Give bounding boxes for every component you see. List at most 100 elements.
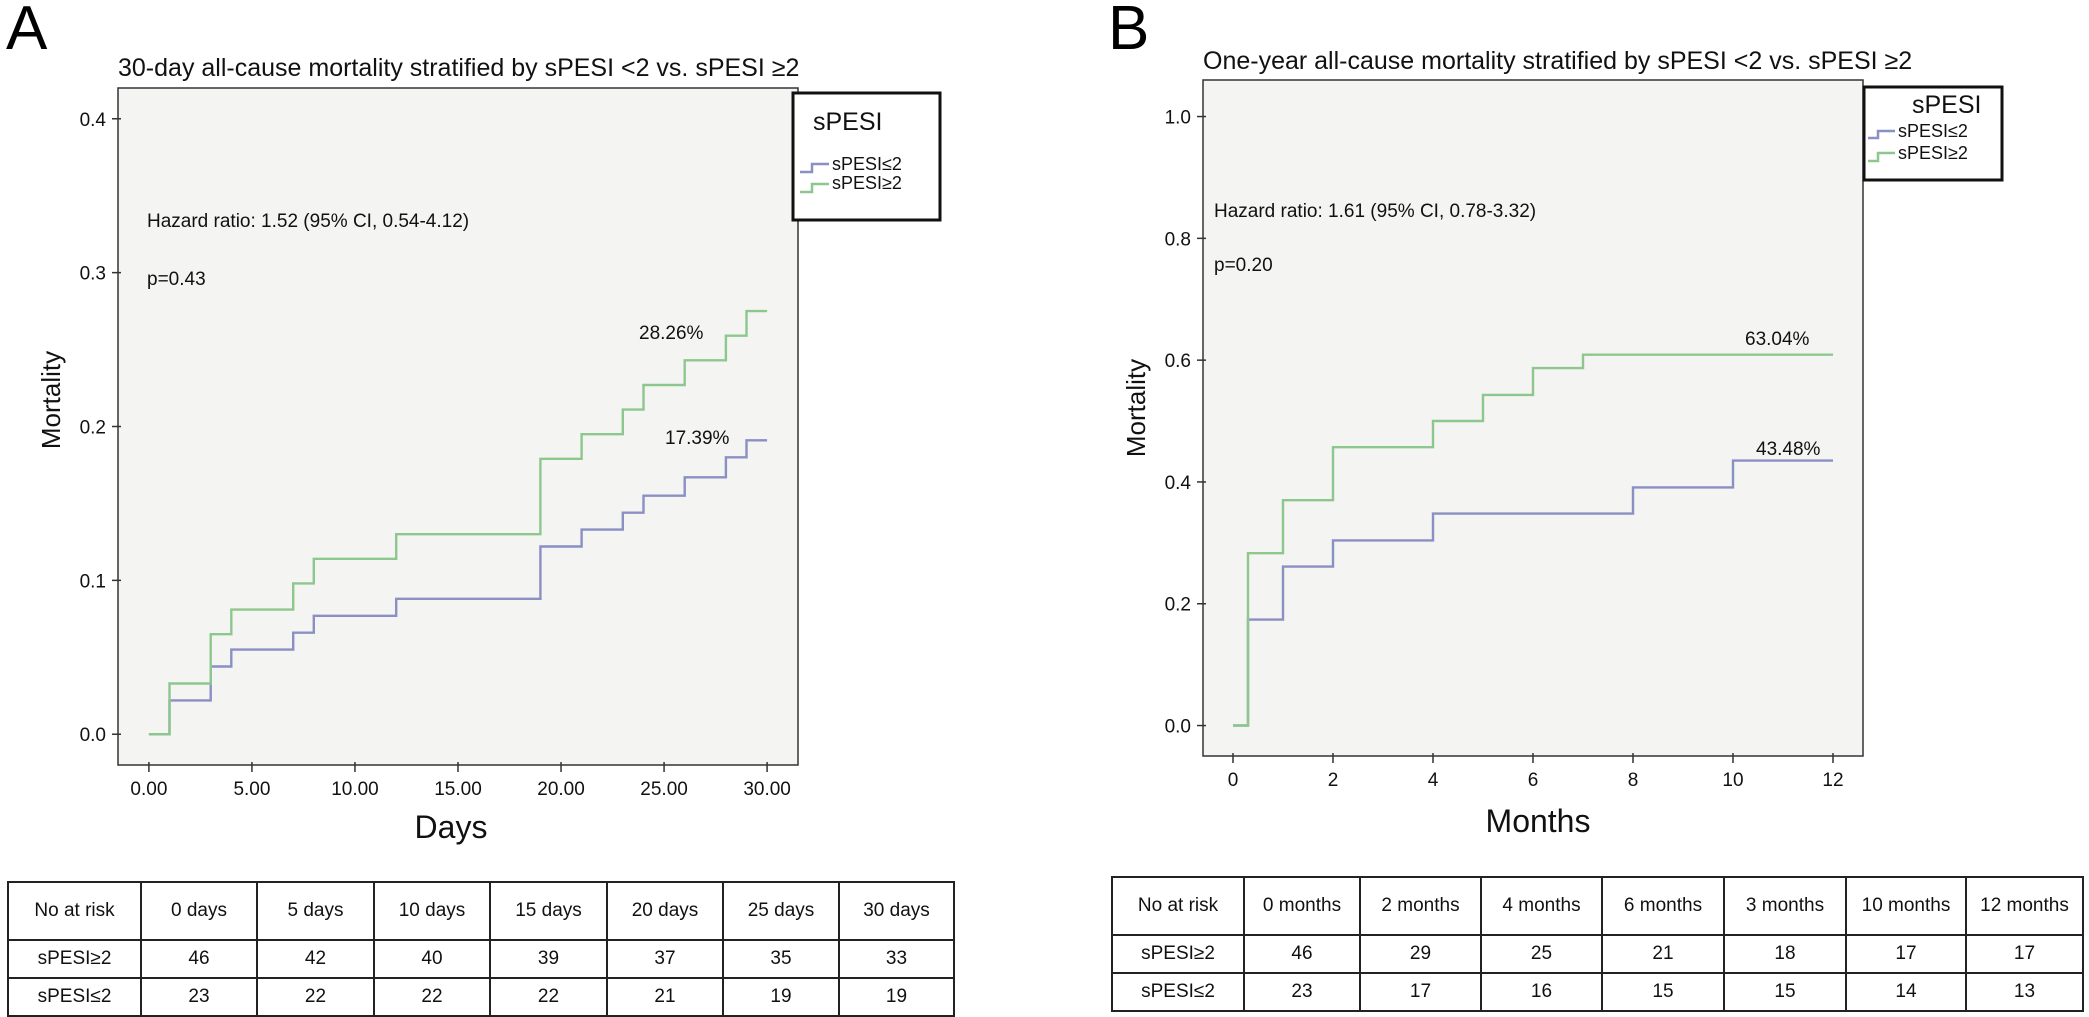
risk-table-b-cell: 16 [1480, 972, 1603, 1012]
chart-b: One-year all-cause mortality stratified … [1121, 47, 2004, 839]
chart-a-end-label-high: 28.26% [639, 323, 704, 344]
chart-a-y-tick-label: 0.0 [80, 725, 106, 746]
risk-table-b-row: sPESI≥2 46 29 25 21 18 17 17 [1111, 934, 2084, 974]
chart-a-x-tick-label: 30.00 [743, 779, 791, 800]
chart-a-legend-label-low: sPESI≤2 [832, 154, 902, 174]
chart-b-y-tick-label: 0.2 [1165, 595, 1191, 616]
risk-table-a-cell: 42 [256, 939, 375, 979]
chart-a-y-ticks: 0.0 0.1 0.2 0.3 0.4 [80, 110, 121, 746]
chart-a-legend-label-high: sPESI≥2 [832, 173, 902, 193]
chart-b-x-tick-label: 4 [1428, 770, 1439, 791]
chart-b-legend-box [1862, 85, 2004, 182]
risk-table-a-header-row: No at risk 0 days 5 days 10 days 15 days… [7, 881, 955, 941]
chart-b-x-tick-label: 12 [1822, 770, 1843, 791]
risk-table-b-header-cell: 2 months [1359, 876, 1482, 936]
risk-table-b-cell: sPESI≤2 [1111, 972, 1245, 1012]
risk-table-a-header-cell: No at risk [7, 881, 142, 941]
chart-a-x-tick-label: 0.00 [130, 779, 167, 800]
risk-table-b-cell: 25 [1480, 934, 1603, 974]
risk-table-b-cell: 14 [1845, 972, 1967, 1012]
chart-b-x-tick-label: 8 [1628, 770, 1639, 791]
risk-table-a-cell: 22 [373, 977, 491, 1017]
chart-b-x-tick-label: 6 [1528, 770, 1539, 791]
chart-a-y-tick-label: 0.4 [80, 110, 107, 131]
chart-a-title: 30-day all-cause mortality stratified by… [118, 54, 799, 82]
risk-table-a-row: sPESI≥2 46 42 40 39 37 35 33 [7, 939, 955, 979]
risk-table-a-header-cell: 0 days [140, 881, 258, 941]
chart-b-legend-swatch-high [1868, 151, 1895, 163]
risk-table-b-cell: 17 [1359, 972, 1482, 1012]
risk-table-a-cell: 22 [256, 977, 375, 1017]
chart-b-x-ticks: 0 2 4 6 8 10 12 [1228, 753, 1844, 791]
chart-b-legend-label-high: sPESI≥2 [1898, 143, 1968, 163]
chart-a-x-tick-label: 10.00 [331, 779, 379, 800]
chart-a-y-tick-label: 0.2 [80, 418, 106, 439]
risk-table-b-cell: 17 [1965, 934, 2084, 974]
risk-table-b-header-cell: 6 months [1601, 876, 1725, 936]
chart-b-legend-label-low: sPESI≤2 [1898, 121, 1968, 141]
chart-b-y-tick-label: 0.8 [1165, 229, 1191, 250]
chart-b-plot-area [1202, 79, 1864, 757]
risk-table-a-cell: sPESI≥2 [7, 939, 142, 979]
chart-b-x-axis-label: Months [1486, 803, 1591, 839]
chart-a-legend-swatch-low [800, 162, 829, 174]
chart-b-x-tick-label: 10 [1722, 770, 1743, 791]
panel-letter-a: A [6, 0, 48, 63]
chart-b-y-tick-label: 0.6 [1165, 351, 1191, 372]
chart-b-series-line-low [1233, 459, 1833, 727]
chart-a-y-tick-label: 0.1 [80, 571, 106, 592]
risk-table-a-cell: 19 [838, 977, 955, 1017]
chart-b-title: One-year all-cause mortality stratified … [1203, 47, 1912, 75]
risk-table-b-cell: 23 [1243, 972, 1361, 1012]
risk-table-b-cell: 18 [1723, 934, 1847, 974]
risk-table-a-cell: 35 [722, 939, 840, 979]
risk-table-b-header-cell: 10 months [1845, 876, 1967, 936]
chart-a-x-tick-label: 15.00 [434, 779, 482, 800]
risk-table-b-cell: 46 [1243, 934, 1361, 974]
chart-a-x-ticks: 0.00 5.00 10.00 15.00 20.00 25.00 30.00 [130, 762, 791, 800]
chart-a-legend-swatch-high [800, 182, 829, 194]
chart-b-end-label-high: 63.04% [1745, 329, 1810, 350]
risk-table-b-header-cell: No at risk [1111, 876, 1245, 936]
chart-b-y-tick-label: 0.4 [1165, 473, 1192, 494]
chart-a-legend-title: sPESI [813, 108, 882, 136]
risk-table-b-header-cell: 0 months [1243, 876, 1361, 936]
chart-b-series [1233, 353, 1833, 727]
chart-a-series-line-high [148, 309, 768, 736]
chart-a-legend-box [791, 91, 942, 222]
chart-a-x-tick-label: 20.00 [537, 779, 585, 800]
risk-table-b-cell: 15 [1601, 972, 1725, 1012]
panel-letter-b: B [1108, 0, 1150, 63]
risk-table-a-header-cell: 15 days [489, 881, 608, 941]
risk-table-a-header-cell: 30 days [838, 881, 955, 941]
chart-a-plot-area [117, 87, 799, 766]
chart-a-x-axis-label: Days [415, 809, 488, 845]
risk-table-a-cell: 21 [606, 977, 724, 1017]
risk-table-a-cell: 46 [140, 939, 258, 979]
risk-table-a-header-cell: 5 days [256, 881, 375, 941]
risk-table-a-cell: 23 [140, 977, 258, 1017]
risk-table-a-header-cell: 20 days [606, 881, 724, 941]
chart-b-y-tick-label: 1.0 [1165, 108, 1191, 129]
risk-table-a-cell: 40 [373, 939, 491, 979]
chart-b-end-label-low: 43.48% [1756, 439, 1821, 460]
chart-b-y-tick-label: 0.0 [1165, 717, 1191, 738]
chart-b-series-line-high [1233, 353, 1833, 727]
risk-table-a-header-cell: 25 days [722, 881, 840, 941]
chart-b-legend-title: sPESI [1912, 91, 1981, 119]
risk-table-b-cell: sPESI≥2 [1111, 934, 1245, 974]
risk-table-b-cell: 15 [1723, 972, 1847, 1012]
chart-b-x-tick-label: 2 [1328, 770, 1339, 791]
chart-a-p-value: p=0.43 [147, 269, 206, 290]
risk-table-b-cell: 13 [1965, 972, 2084, 1012]
risk-table-a-cell: 39 [489, 939, 608, 979]
risk-table-b-cell: 21 [1601, 934, 1725, 974]
risk-table-a-header-cell: 10 days [373, 881, 491, 941]
chart-a-series-line-low [148, 439, 768, 736]
chart-b-p-value: p=0.20 [1214, 255, 1273, 276]
risk-table-b-header-row: No at risk 0 months 2 months 4 months 6 … [1111, 876, 2084, 936]
chart-b-y-ticks: 0.0 0.2 0.4 0.6 0.8 1.0 [1165, 108, 1206, 738]
risk-table-a-cell: 37 [606, 939, 724, 979]
risk-table-b-row: sPESI≤2 23 17 16 15 15 14 13 [1111, 972, 2084, 1012]
